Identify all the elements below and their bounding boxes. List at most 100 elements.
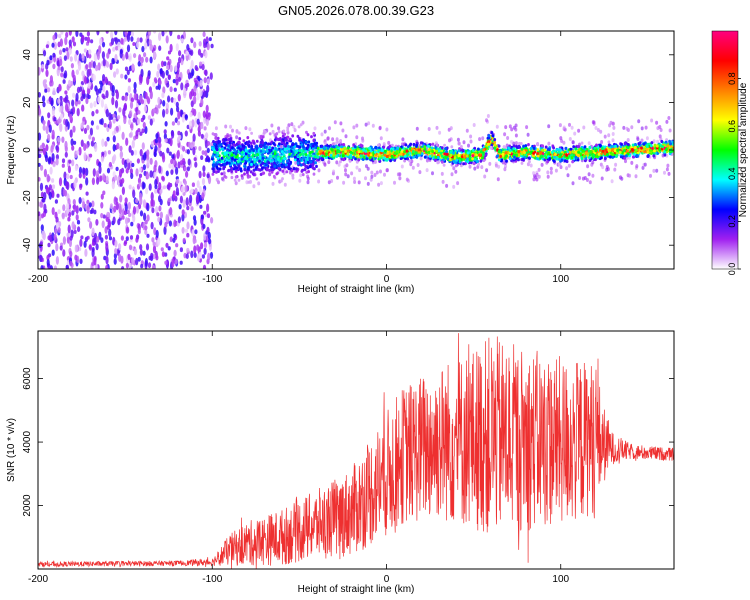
spectrogram-cell bbox=[316, 155, 320, 159]
spectrogram-cell bbox=[161, 251, 165, 258]
spectrogram-cell bbox=[96, 31, 100, 36]
spectrogram-cell bbox=[517, 153, 521, 157]
spectrogram-cell bbox=[232, 143, 236, 147]
spectrogram-cell bbox=[144, 126, 148, 134]
spectrogram-cell bbox=[324, 141, 327, 145]
spectrogram-cell bbox=[105, 264, 109, 269]
spectrogram-cell bbox=[86, 36, 91, 44]
spectrogram-cell bbox=[104, 140, 108, 147]
spectrogram-cell bbox=[189, 112, 193, 118]
spectrogram-cell bbox=[456, 181, 460, 186]
spectrogram-cell bbox=[154, 188, 158, 194]
spectrogram-cell bbox=[205, 110, 209, 120]
spectrogram-cell bbox=[69, 129, 73, 138]
spectrogram-cell bbox=[650, 141, 654, 145]
spectrogram-cell bbox=[132, 42, 136, 46]
spectrogram-cell bbox=[100, 202, 104, 209]
spectrogram-cell bbox=[149, 56, 153, 64]
spectrogram-cell bbox=[635, 148, 639, 152]
spectrogram-cell bbox=[161, 175, 165, 181]
spectrogram-cell bbox=[135, 257, 139, 266]
spectrogram-cell bbox=[275, 132, 279, 136]
spectrogram-cell bbox=[604, 148, 608, 152]
spectrogram-cell bbox=[125, 217, 129, 225]
spectrogram-cell bbox=[69, 260, 73, 267]
spectrogram-cell bbox=[67, 224, 71, 234]
spectrogram-cell bbox=[308, 164, 312, 168]
spectrogram-cell bbox=[518, 180, 522, 185]
spectrogram-cell bbox=[471, 157, 474, 161]
spectrogram-cell bbox=[186, 247, 190, 253]
spectrogram-cell bbox=[299, 163, 303, 167]
spectrogram-cell bbox=[192, 236, 196, 245]
spectrogram-cell bbox=[58, 49, 63, 56]
spectrogram-cell bbox=[176, 105, 180, 113]
spectrogram-cell bbox=[179, 247, 183, 253]
spectrogram-cell bbox=[160, 247, 164, 252]
spectrogram-cell bbox=[137, 61, 141, 67]
spectrogram-cell bbox=[344, 149, 347, 153]
spectrogram-cell bbox=[136, 234, 140, 240]
spectrogram-cell bbox=[270, 162, 274, 166]
spectrogram-cell bbox=[148, 39, 152, 46]
spectrogram-cell bbox=[332, 151, 336, 155]
spectrogram-cell bbox=[86, 31, 90, 37]
spectrogram-cell bbox=[151, 264, 156, 269]
spectrogram-cell bbox=[99, 37, 103, 46]
spectrogram-cell bbox=[214, 140, 218, 144]
spectrogram-cell bbox=[55, 216, 59, 224]
spectrogram-cell bbox=[254, 162, 258, 166]
spectrogram-cell bbox=[159, 211, 163, 219]
spectrogram-cell bbox=[71, 210, 75, 216]
spectrogram-cell bbox=[270, 167, 274, 172]
spectrogram-cell bbox=[74, 53, 78, 62]
spectrogram-cell bbox=[135, 168, 139, 177]
spectrogram-cell bbox=[557, 162, 561, 166]
spectrogram-cell bbox=[247, 140, 251, 144]
spectrogram-cell bbox=[57, 136, 61, 143]
spectrogram-cell bbox=[204, 50, 208, 59]
spectrogram-cell bbox=[532, 146, 536, 150]
spectrogram-cell bbox=[83, 127, 88, 134]
spectrogram-cell bbox=[78, 166, 83, 175]
spectrogram-cell bbox=[47, 87, 51, 93]
spectrogram-cell bbox=[53, 233, 57, 241]
spectrogram-cell bbox=[203, 115, 207, 124]
spectrogram-cell bbox=[207, 231, 211, 240]
spectrogram-cell bbox=[307, 140, 311, 144]
spectrogram-cell bbox=[181, 209, 185, 216]
spectrogram-cell bbox=[512, 149, 516, 153]
spectrogram-cell bbox=[503, 167, 507, 172]
spectrogram-cell bbox=[478, 137, 482, 142]
spectrogram-cell bbox=[208, 238, 212, 245]
spectrogram-cell bbox=[145, 243, 150, 251]
spectrogram-cell bbox=[326, 136, 330, 141]
spectrogram-cell bbox=[246, 167, 250, 171]
spectrogram-cell bbox=[425, 168, 429, 173]
spectrogram-cell bbox=[181, 114, 185, 123]
spectrogram-cell bbox=[206, 141, 211, 146]
spectrogram-cell bbox=[45, 186, 49, 194]
spectrogram-cell bbox=[259, 135, 263, 140]
spectrogram-cell bbox=[164, 138, 168, 143]
spectrogram-cell bbox=[215, 147, 219, 152]
spectrogram-cell bbox=[200, 133, 204, 139]
spectrogram-cell bbox=[220, 172, 224, 176]
spectrogram-cell bbox=[155, 229, 159, 238]
spectrogram-cell bbox=[601, 165, 605, 170]
spectrogram-cell bbox=[443, 143, 446, 147]
spectrogram-cell bbox=[38, 153, 42, 158]
spectrogram-cell bbox=[162, 185, 167, 190]
spectrogram-cell bbox=[51, 207, 55, 216]
spectrogram-cell bbox=[537, 174, 541, 179]
spectrogram-cell bbox=[69, 56, 73, 62]
spectrogram-cell bbox=[489, 145, 493, 150]
spectrogram-cell bbox=[439, 151, 443, 155]
spectrogram-cell bbox=[200, 121, 204, 130]
spectrogram-cell bbox=[431, 149, 434, 154]
spectrogram-cell bbox=[549, 170, 553, 175]
spectrogram-cell bbox=[527, 156, 531, 160]
spectrogram-cell bbox=[623, 149, 626, 153]
spectrogram-cell bbox=[125, 51, 129, 60]
